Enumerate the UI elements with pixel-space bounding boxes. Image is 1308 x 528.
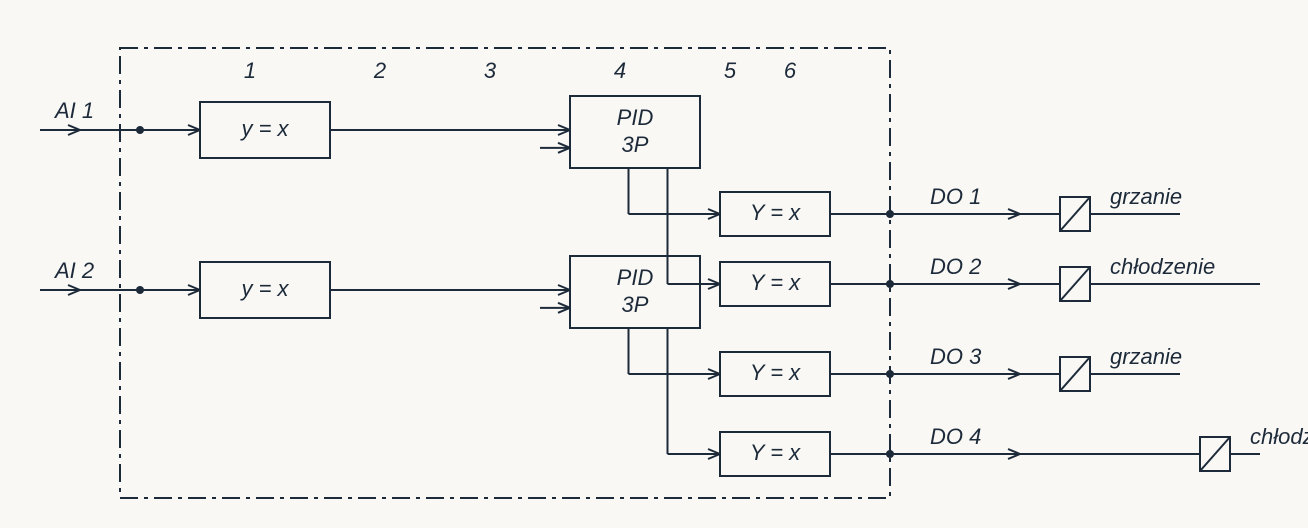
block-label-y2: Y = x [750,270,801,295]
column-number: 5 [724,58,737,83]
block-label-y4: Y = x [750,440,801,465]
input-label-AI1: AI 1 [53,98,94,123]
block-label-b1a: y = x [239,116,289,141]
block-label-pid1-1: PID [617,105,654,130]
input-label-AI2: AI 2 [53,258,94,283]
column-number: 4 [614,58,626,83]
end-label-DO1: grzanie [1110,184,1182,209]
column-number: 6 [784,58,797,83]
end-label-DO4: chłodzenie [1250,424,1308,449]
column-number: 2 [373,58,386,83]
end-label-DO2: chłodzenie [1110,254,1215,279]
output-label-DO1: DO 1 [930,184,981,209]
output-label-DO3: DO 3 [930,344,982,369]
column-number: 1 [244,58,256,83]
block-label-b1b: y = x [239,276,289,301]
block-label-pid2-2: 3P [622,292,649,317]
block-diagram: 123456AI 1AI 2y = xy = xPID3PPID3PY = xY… [0,0,1308,528]
block-label-y1: Y = x [750,200,801,225]
output-label-DO4: DO 4 [930,424,981,449]
output-label-DO2: DO 2 [930,254,981,279]
block-label-y3: Y = x [750,360,801,385]
block-label-pid1-2: 3P [622,132,649,157]
column-number: 3 [484,58,497,83]
block-label-pid2-1: PID [617,265,654,290]
end-label-DO3: grzanie [1110,344,1182,369]
